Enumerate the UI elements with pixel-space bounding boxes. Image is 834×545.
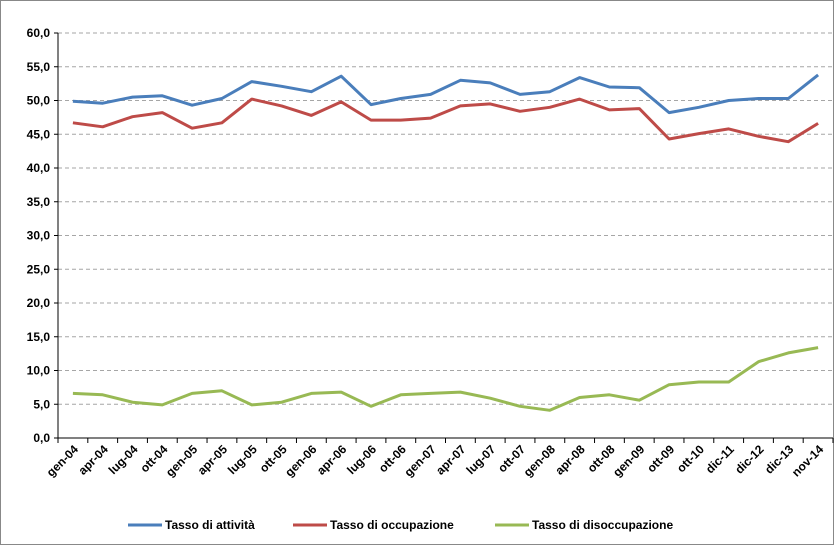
legend-label: Tasso di disoccupazione	[532, 518, 673, 532]
y-tick-label: 35,0	[27, 195, 51, 209]
legend-label: Tasso di occupazione	[330, 518, 454, 532]
y-tick-label: 15,0	[27, 330, 51, 344]
y-tick-label: 30,0	[27, 229, 51, 243]
y-tick-label: 10,0	[27, 364, 51, 378]
series-line	[72, 97, 819, 144]
y-tick-label: 20,0	[27, 296, 51, 310]
y-tick-label: 60,0	[27, 26, 51, 40]
y-tick-label: 5,0	[33, 397, 50, 411]
series-line	[72, 346, 819, 412]
y-tick-label: 25,0	[27, 262, 51, 276]
y-tick-label: 50,0	[27, 94, 51, 108]
y-tick-label: 40,0	[27, 161, 51, 175]
legend-label: Tasso di attività	[165, 518, 255, 532]
y-tick-label: 0,0	[33, 431, 50, 445]
series-line	[72, 73, 820, 115]
y-tick-label: 45,0	[27, 127, 51, 141]
y-tick-label: 55,0	[27, 60, 51, 74]
